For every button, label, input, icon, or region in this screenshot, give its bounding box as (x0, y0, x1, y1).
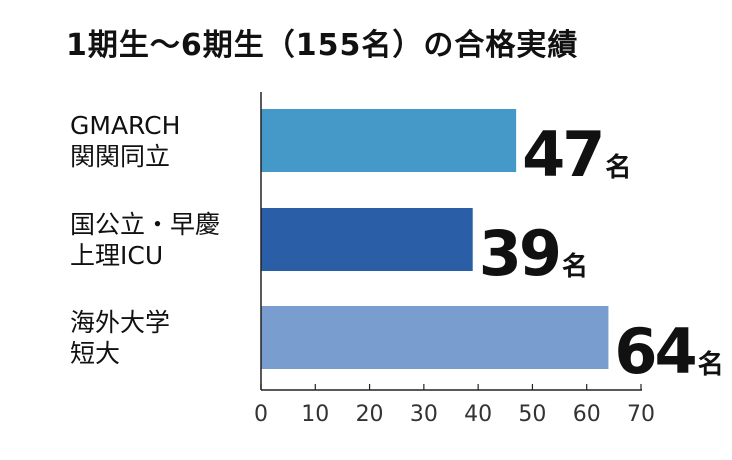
category-label-1-line-1: 国公立・早慶 (70, 210, 221, 239)
category-label-2-line-1: 海外大学 (70, 308, 171, 337)
category-label-0: GMARCH 関関同立 (70, 110, 180, 172)
x-tick-label-5: 50 (518, 402, 546, 427)
chart-title: 1期生〜6期生（155名）の合格実績 (66, 28, 579, 63)
value-number-0: 47 (522, 118, 602, 191)
category-label-2: 海外大学 短大 (70, 307, 170, 369)
category-label-0-line-1: GMARCH (70, 111, 181, 140)
x-tick-label-1: 10 (301, 402, 329, 427)
category-label-0-line-2: 関関同立 (70, 142, 171, 171)
value-unit-2: 名 (698, 349, 721, 380)
value-label-1: 39 名 (479, 217, 585, 290)
x-tick-label-7: 70 (627, 402, 655, 427)
value-number-2: 64 (614, 315, 695, 388)
value-label-2: 64 名 (614, 315, 720, 388)
value-unit-0: 名 (605, 152, 628, 183)
category-label-1: 国公立・早慶 上理ICU (70, 209, 220, 271)
category-label-2-line-2: 短大 (70, 339, 121, 368)
x-tick-label-0: 0 (254, 402, 268, 427)
x-tick-label-2: 20 (356, 402, 384, 427)
bar-1 (261, 208, 473, 271)
x-tick-label-6: 60 (573, 402, 601, 427)
value-unit-1: 名 (562, 251, 585, 282)
value-label-0: 47 名 (522, 118, 628, 191)
x-tick-label-3: 30 (410, 402, 438, 427)
bar-0 (261, 109, 517, 172)
category-label-1-line-2: 上理ICU (70, 241, 164, 270)
value-number-1: 39 (479, 217, 559, 290)
bar-2 (261, 306, 609, 369)
x-tick-label-4: 40 (464, 402, 492, 427)
